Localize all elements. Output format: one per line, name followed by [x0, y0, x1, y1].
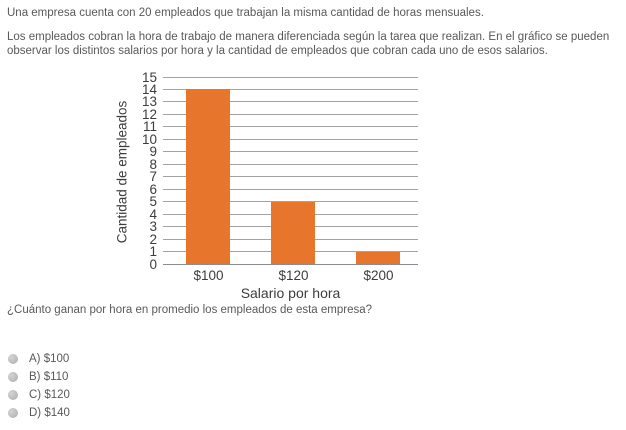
- y-tick-label: 10: [141, 131, 157, 147]
- gridline: [163, 151, 418, 153]
- option-label: C) $120: [29, 389, 70, 401]
- option-c[interactable]: C) $120: [8, 386, 70, 404]
- y-tick-label: 2: [149, 231, 157, 247]
- y-tick-label: 13: [141, 94, 157, 110]
- x-axis-label: Salario por hora: [240, 285, 341, 301]
- gridline: [163, 88, 418, 90]
- option-label: A) $100: [29, 353, 70, 365]
- gridline: [163, 188, 418, 190]
- option-label: D) $140: [29, 407, 70, 419]
- gridline: [163, 101, 418, 103]
- y-tick-label: 8: [149, 156, 157, 172]
- gridline: [163, 176, 418, 178]
- option-label: B) $110: [29, 371, 69, 383]
- bar-$100: [186, 89, 230, 264]
- y-tick-label: 9: [149, 144, 157, 160]
- y-tick-label: 6: [149, 181, 157, 197]
- gridline: [163, 126, 418, 128]
- gridline: [163, 76, 418, 78]
- y-tick-label: 15: [141, 69, 157, 85]
- x-tick-label: $100: [193, 268, 224, 283]
- gridline: [163, 138, 418, 140]
- radio-icon[interactable]: [8, 372, 18, 382]
- bar-$120: [271, 201, 315, 264]
- options-list: A) $100 B) $110 C) $120 D) $140: [8, 350, 70, 422]
- bar-$200: [356, 251, 400, 264]
- radio-icon[interactable]: [8, 390, 18, 400]
- gridline: [163, 113, 418, 115]
- y-tick-label: 7: [149, 169, 157, 185]
- question-text: ¿Cuánto ganan por hora en promedio los e…: [7, 304, 373, 316]
- option-a[interactable]: A) $100: [8, 350, 70, 368]
- intro-paragraph-2: Los empleados cobran la hora de trabajo …: [7, 31, 610, 57]
- y-tick-label: 3: [149, 219, 157, 235]
- option-d[interactable]: D) $140: [8, 404, 70, 422]
- y-tick-label: 12: [141, 106, 157, 122]
- y-tick-label: 11: [142, 119, 157, 135]
- gridline: [163, 263, 418, 265]
- radio-icon[interactable]: [8, 354, 18, 364]
- y-tick-label: 14: [141, 81, 157, 97]
- gridline: [163, 163, 418, 165]
- plot-area: 0 1 2 3 4 5 6 7 8 9 10 11 12 13 14 15 $100 $120 $200: [142, 70, 418, 283]
- option-b[interactable]: B) $110: [8, 368, 70, 386]
- y-tick-label: 0: [149, 256, 157, 272]
- intro-paragraph-1: Una empresa cuenta con 20 empleados que …: [7, 7, 484, 19]
- x-tick-label: $120: [278, 268, 309, 283]
- x-tick-label: $200: [363, 268, 394, 283]
- gridline: [163, 201, 418, 203]
- y-tick-label: 1: [149, 244, 157, 260]
- radio-icon[interactable]: [8, 408, 18, 418]
- y-tick-label: 5: [149, 194, 157, 210]
- y-tick-label: 4: [149, 206, 157, 222]
